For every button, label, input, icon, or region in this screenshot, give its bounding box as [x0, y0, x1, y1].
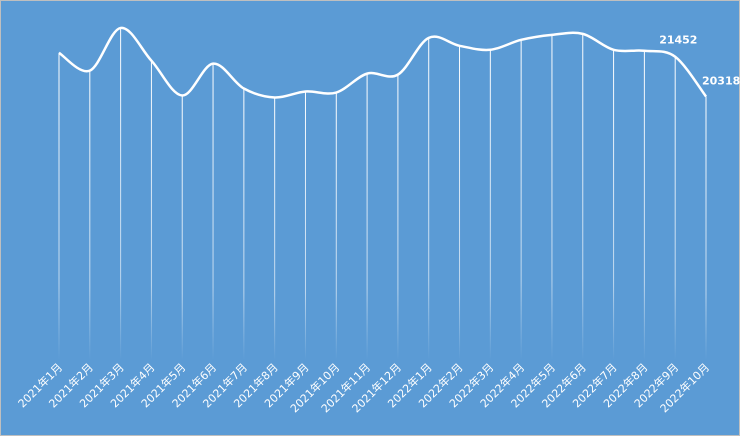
drop-line — [705, 96, 707, 360]
drop-line — [304, 91, 306, 360]
drop-line — [674, 56, 676, 361]
drop-line — [212, 63, 214, 361]
drop-line — [520, 39, 522, 361]
drop-line — [243, 88, 245, 361]
line — [58, 26, 707, 99]
drop-line — [150, 60, 152, 360]
drop-line — [397, 74, 399, 361]
drop-line — [89, 70, 91, 361]
data-label: 21452 — [659, 34, 697, 47]
drop-line — [181, 95, 183, 360]
drop-line — [335, 92, 337, 360]
drop-line — [274, 97, 276, 360]
drop-line — [459, 45, 461, 360]
drop-line — [366, 73, 368, 360]
drop-line — [613, 49, 615, 360]
drop-line — [58, 52, 60, 361]
drop-line — [643, 50, 645, 360]
drop-line — [582, 33, 584, 361]
drop-line — [489, 49, 491, 360]
drop-line — [428, 37, 430, 360]
drop-line — [551, 34, 553, 361]
data-label: 20318 — [702, 74, 740, 87]
drop-line — [120, 27, 122, 360]
